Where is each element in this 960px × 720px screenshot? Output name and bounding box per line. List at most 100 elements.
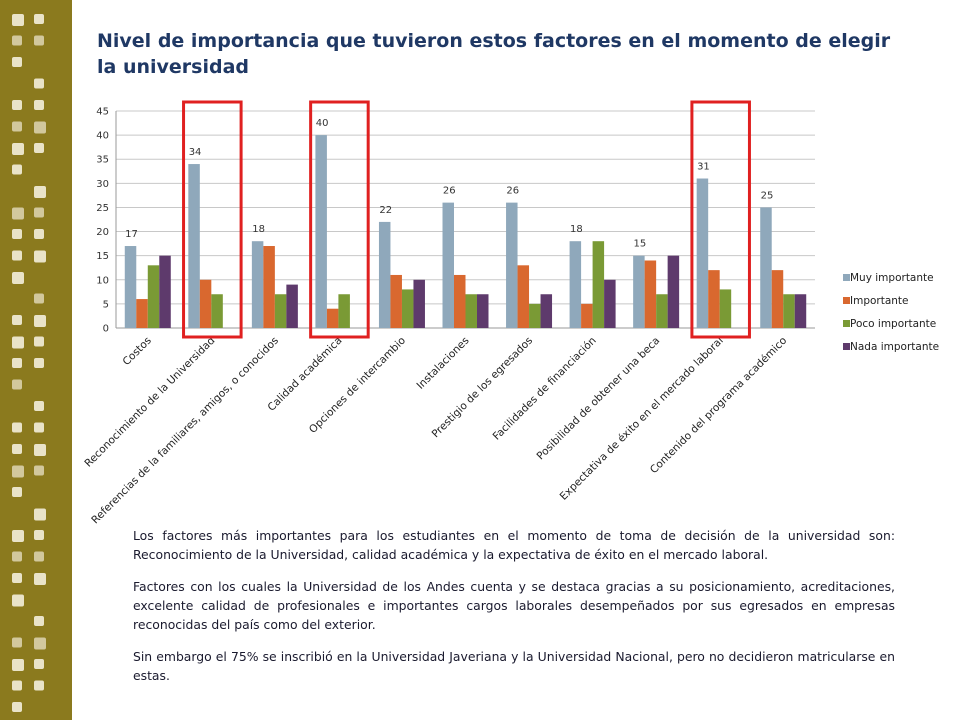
bar bbox=[211, 294, 223, 328]
y-tick-label: 20 bbox=[96, 227, 109, 238]
sidebar-square bbox=[34, 637, 46, 650]
sidebar-square bbox=[34, 508, 46, 521]
data-label: 22 bbox=[379, 205, 392, 216]
sidebar-square bbox=[12, 35, 22, 46]
data-label: 26 bbox=[443, 186, 456, 197]
sidebar-square bbox=[34, 358, 44, 368]
y-tick-label: 5 bbox=[103, 299, 109, 310]
highlight-box bbox=[690, 100, 751, 339]
bar bbox=[719, 289, 732, 328]
bar bbox=[136, 299, 148, 328]
x-tick-label: Prestigio de los egresados bbox=[430, 335, 536, 441]
sidebar-square bbox=[12, 121, 22, 132]
bar bbox=[783, 294, 795, 328]
sidebar-square bbox=[12, 14, 24, 26]
bar bbox=[477, 294, 489, 328]
data-label: 17 bbox=[125, 229, 138, 240]
bar bbox=[338, 294, 350, 328]
data-label: 34 bbox=[189, 147, 202, 158]
bar bbox=[771, 270, 784, 328]
highlight-box bbox=[182, 100, 243, 339]
bar bbox=[633, 255, 645, 328]
bar bbox=[286, 284, 298, 328]
bar bbox=[656, 294, 668, 328]
data-label: 31 bbox=[697, 162, 710, 173]
sidebar-square bbox=[34, 444, 46, 456]
legend-label: Importante bbox=[850, 295, 909, 307]
sidebar-square bbox=[34, 573, 46, 585]
sidebar-square bbox=[12, 659, 24, 671]
bar bbox=[263, 246, 275, 328]
bar bbox=[159, 255, 171, 328]
legend-swatch bbox=[843, 297, 850, 304]
sidebar-square bbox=[34, 293, 44, 304]
y-tick-label: 40 bbox=[96, 131, 109, 142]
paragraph-2: Factores con los cuales la Universidad d… bbox=[133, 579, 895, 632]
bar bbox=[124, 246, 137, 328]
sidebar-square bbox=[34, 121, 46, 134]
x-tick-label: Facilidades de financiación bbox=[491, 335, 599, 443]
x-tick-label: Reconocimiento de la Universidad bbox=[82, 335, 217, 470]
sidebar-square bbox=[34, 78, 44, 89]
sidebar-square bbox=[12, 594, 24, 607]
legend-label: Poco importante bbox=[850, 318, 936, 330]
sidebar-square bbox=[34, 336, 44, 347]
bar bbox=[592, 241, 605, 328]
bar bbox=[529, 303, 541, 328]
bar bbox=[401, 289, 414, 328]
sidebar-square bbox=[34, 143, 44, 153]
sidebar-square bbox=[34, 315, 46, 327]
sidebar-square bbox=[12, 379, 22, 390]
bar bbox=[390, 274, 402, 328]
bar bbox=[667, 255, 680, 328]
bar bbox=[708, 270, 720, 328]
bar bbox=[199, 279, 212, 328]
data-label: 26 bbox=[506, 186, 519, 197]
sidebar-square bbox=[12, 164, 22, 175]
sidebar-square bbox=[12, 207, 24, 220]
paragraph-1: Los factores más importantes para los es… bbox=[133, 528, 895, 562]
legend-label: Nada importante bbox=[850, 341, 939, 353]
paragraph-3: Sin embargo el 75% se inscribió en la Un… bbox=[133, 649, 895, 683]
sidebar-square bbox=[12, 487, 22, 497]
bar bbox=[506, 202, 518, 328]
sidebar-square bbox=[34, 530, 44, 540]
data-label: 18 bbox=[252, 224, 265, 235]
sidebar-square bbox=[34, 250, 46, 263]
bar-chart: 0 5 10 15 20 25 30 35 40 45 17 Costos 34 Reconocimien… bbox=[82, 100, 939, 525]
sidebar-square bbox=[12, 250, 22, 261]
sidebar-square bbox=[34, 35, 44, 46]
y-tick-label: 45 bbox=[96, 107, 109, 118]
bar bbox=[696, 178, 709, 328]
y-tick-label: 35 bbox=[96, 155, 109, 166]
sidebar-square bbox=[34, 207, 44, 218]
y-tick-label: 0 bbox=[103, 324, 109, 335]
sidebar-square bbox=[12, 444, 22, 454]
bar bbox=[581, 303, 593, 328]
body-text: Los factores más importantes para los es… bbox=[133, 526, 895, 698]
sidebar-decoration bbox=[0, 0, 72, 720]
legend-swatch bbox=[843, 343, 850, 350]
sidebar-square bbox=[34, 616, 44, 626]
sidebar-square bbox=[12, 100, 22, 110]
sidebar-square bbox=[12, 272, 24, 284]
bar bbox=[315, 135, 327, 328]
sidebar-square bbox=[12, 551, 22, 562]
sidebar-square bbox=[34, 100, 44, 110]
sidebar-square bbox=[12, 680, 22, 691]
sidebar-square bbox=[12, 465, 24, 478]
sidebar-square bbox=[12, 315, 22, 325]
y-tick-label: 30 bbox=[96, 179, 109, 190]
sidebar-square bbox=[12, 143, 24, 155]
data-label: 40 bbox=[316, 118, 329, 129]
sidebar-square bbox=[34, 659, 44, 669]
y-tick-label: 25 bbox=[96, 203, 109, 214]
sidebar-square bbox=[34, 401, 44, 411]
x-tick-label: Instalaciones bbox=[414, 335, 471, 392]
sidebar-square bbox=[34, 14, 44, 24]
sidebar-square bbox=[12, 422, 22, 433]
data-label: 18 bbox=[570, 224, 583, 235]
x-tick-label: Costos bbox=[120, 335, 153, 368]
bar bbox=[465, 294, 477, 328]
y-tick-label: 15 bbox=[96, 251, 109, 262]
